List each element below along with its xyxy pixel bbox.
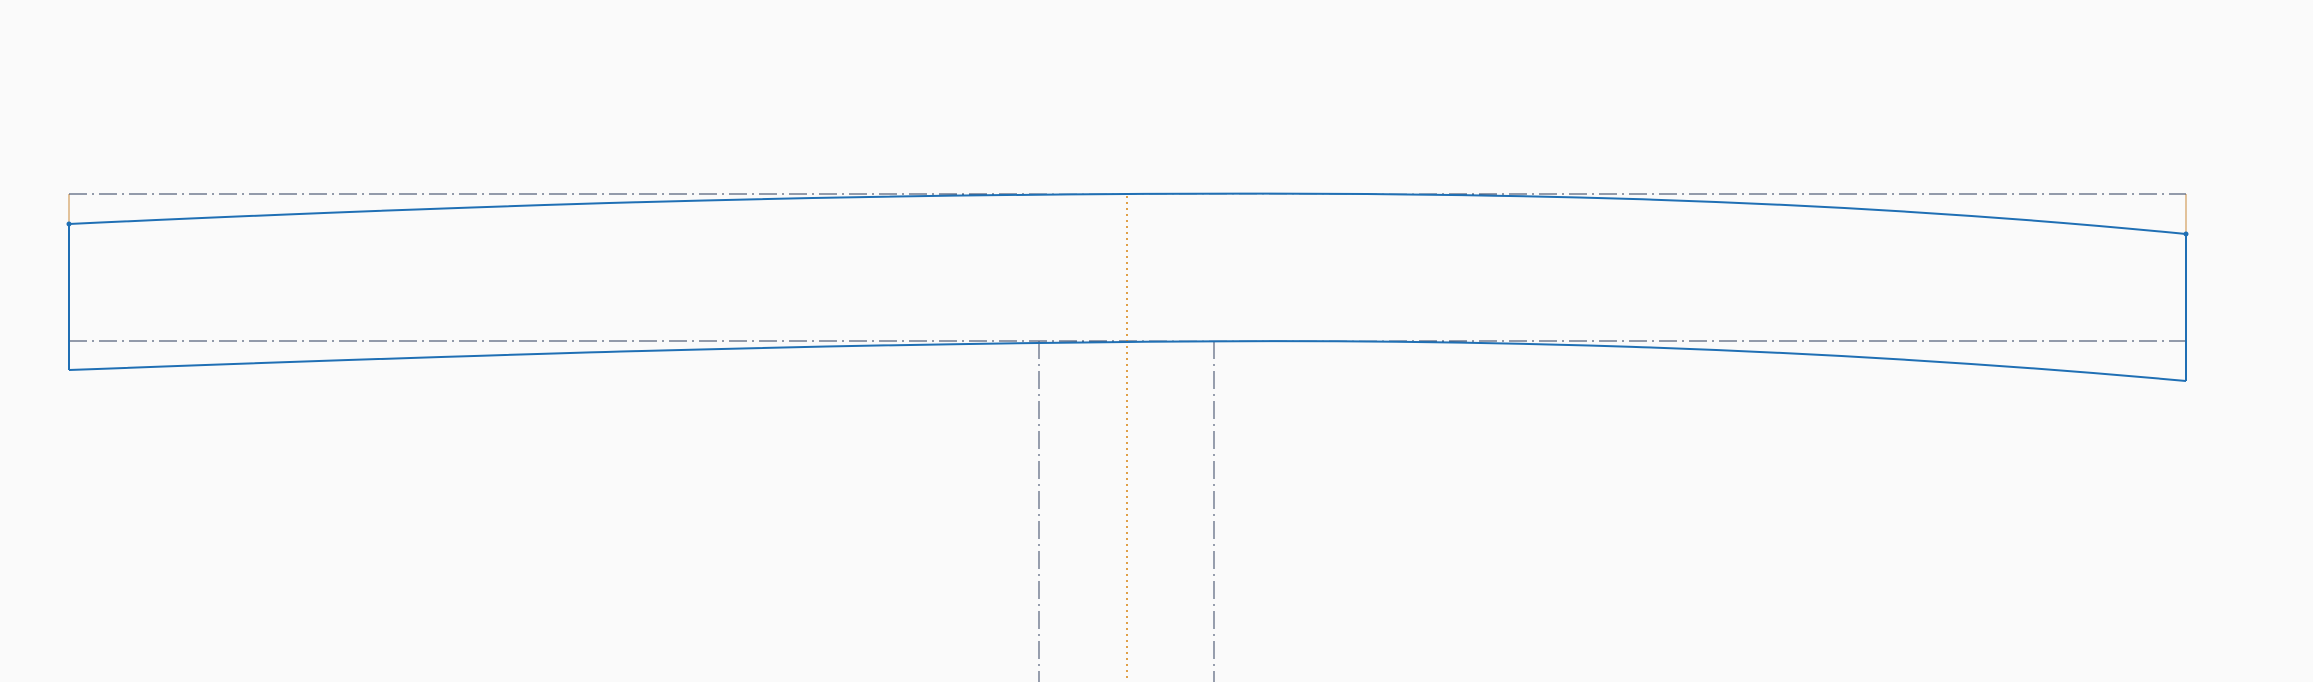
reference-box [68,194,2187,232]
vertex-marker-left[interactable] [66,221,72,227]
vertex-marker-right[interactable] [2183,231,2189,237]
beam-profile[interactable] [66,192,2189,382]
beam-top-edge[interactable] [68,192,2187,235]
beam-bottom-edge[interactable] [68,340,2187,382]
